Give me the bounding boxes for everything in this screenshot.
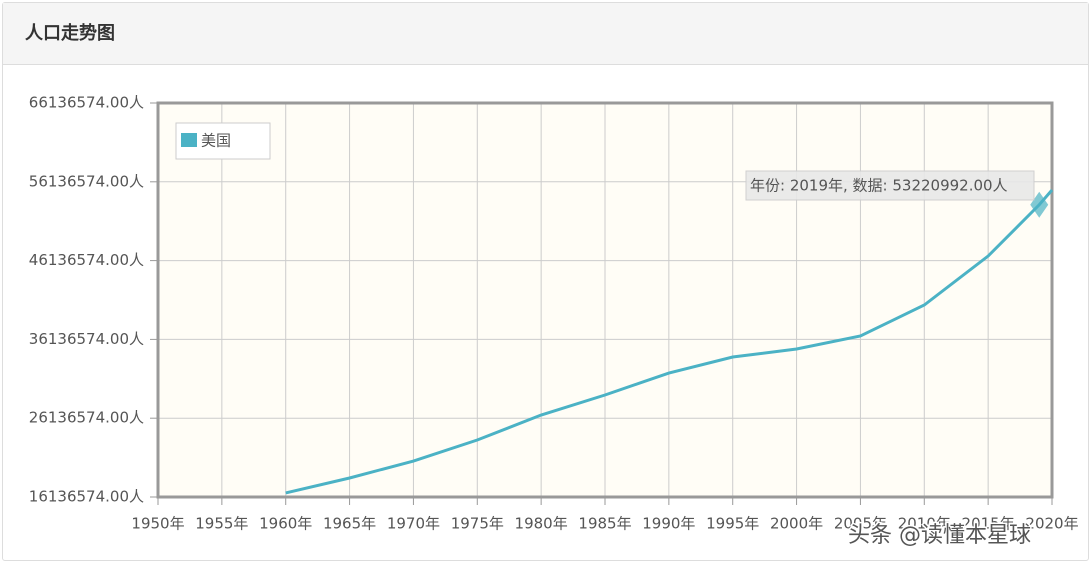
y-tick-label: 26136574.00人 [29, 409, 144, 427]
x-tick-label: 2015年 [962, 515, 1015, 533]
tooltip-box [745, 170, 1035, 201]
line-series [285, 188, 1054, 495]
x-tick-label: 1955年 [195, 515, 248, 533]
panel-title: 人口走势图 [3, 3, 1088, 65]
x-tick-label: 2020年 [1025, 515, 1078, 533]
y-tick-label: 36136574.00人 [29, 330, 144, 348]
tooltip-text: 年份: 2019年, 数据: 53220992.00人 [750, 177, 1008, 195]
y-tick-label: 56136574.00人 [29, 172, 144, 190]
legend-label: 美国 [201, 132, 231, 150]
x-tick-label: 1980年 [515, 515, 568, 533]
x-tick-label: 1960年 [259, 515, 312, 533]
x-tick-label: 1985年 [578, 515, 631, 533]
y-tick-label: 46136574.00人 [29, 251, 144, 269]
x-tick-label: 1995年 [706, 515, 759, 533]
x-tick-label: 1950年 [131, 515, 184, 533]
highlight-marker [1030, 191, 1049, 218]
legend-swatch [181, 133, 197, 147]
x-tick-label: 1975年 [451, 515, 504, 533]
x-tick-label: 1990年 [642, 515, 695, 533]
x-tick-label: 1970年 [387, 515, 440, 533]
x-tick-label: 2005年 [834, 515, 887, 533]
x-tick-label: 2010年 [898, 515, 951, 533]
plot-border [156, 101, 1054, 499]
y-tick-label: 16136574.00人 [29, 488, 144, 506]
watermark: 头条 @读懂本星球 [848, 523, 1031, 548]
x-tick-label: 2000年 [770, 515, 823, 533]
y-tick-label: 66136574.00人 [29, 94, 144, 112]
x-tick-label: 1965年 [323, 515, 376, 533]
